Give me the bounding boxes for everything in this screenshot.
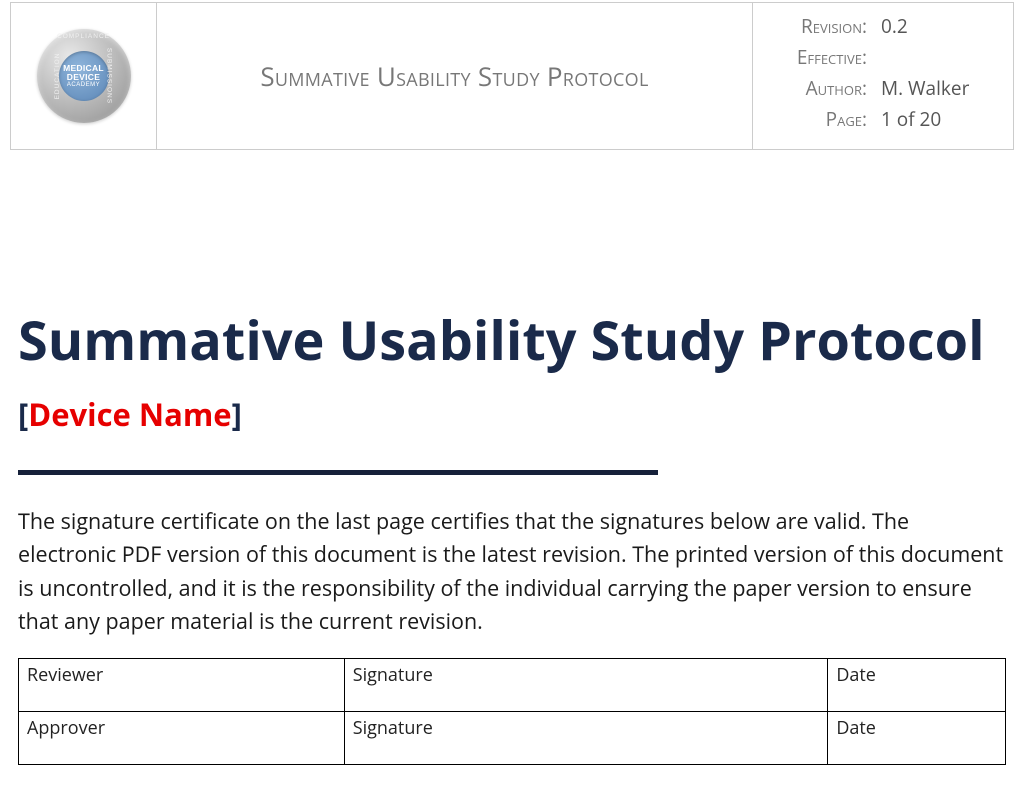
sig-date-cell: Date xyxy=(828,659,1006,712)
logo-center-text: MEDICAL DEVICE ACADEMY xyxy=(63,64,104,88)
meta-value-page: 1 of 20 xyxy=(881,106,941,132)
logo-cell: COMPLIANCE EDUCATION SUBMISSIONS MEDICAL… xyxy=(11,3,157,149)
sig-signature-cell: Signature xyxy=(344,712,828,765)
header-title-cell: Summative Usability Study Protocol xyxy=(157,3,753,149)
device-bracket-open: [ xyxy=(18,394,28,436)
meta-value-revision: 0.2 xyxy=(881,13,908,39)
certification-paragraph: The signature certificate on the last pa… xyxy=(18,505,1006,638)
logo-line2: DEVICE xyxy=(63,73,104,82)
logo-line3: ACADEMY xyxy=(63,82,104,88)
meta-row-author: Author: M. Walker xyxy=(761,75,999,101)
document-header: COMPLIANCE EDUCATION SUBMISSIONS MEDICAL… xyxy=(10,2,1014,150)
sig-signature-cell: Signature xyxy=(344,659,828,712)
header-title: Summative Usability Study Protocol xyxy=(260,58,648,94)
meta-label-author: Author: xyxy=(761,75,881,101)
device-bracket-close: ] xyxy=(232,394,242,436)
title-divider xyxy=(18,470,658,475)
signature-table: Reviewer Signature Date Approver Signatu… xyxy=(18,658,1006,765)
meta-label-effective: Effective: xyxy=(761,44,881,70)
mda-logo: COMPLIANCE EDUCATION SUBMISSIONS MEDICAL… xyxy=(37,29,131,123)
document-body: Summative Usability Study Protocol [Devi… xyxy=(0,308,1024,765)
meta-row-effective: Effective: xyxy=(761,44,999,70)
logo-ring-top: COMPLIANCE xyxy=(57,33,110,40)
meta-label-revision: Revision: xyxy=(761,13,881,39)
logo-ring-right: SUBMISSIONS xyxy=(106,48,113,104)
meta-label-page: Page: xyxy=(761,106,881,132)
main-title: Summative Usability Study Protocol xyxy=(18,308,1006,370)
device-name-line: [Device Name] xyxy=(18,394,1006,436)
logo-ring-left: EDUCATION xyxy=(53,53,60,100)
meta-row-revision: Revision: 0.2 xyxy=(761,13,999,39)
sig-date-cell: Date xyxy=(828,712,1006,765)
device-name-placeholder: Device Name xyxy=(28,394,231,436)
meta-value-author: M. Walker xyxy=(881,75,969,101)
sig-role-cell: Approver xyxy=(19,712,345,765)
table-row: Approver Signature Date xyxy=(19,712,1006,765)
meta-row-page: Page: 1 of 20 xyxy=(761,106,999,132)
table-row: Reviewer Signature Date xyxy=(19,659,1006,712)
header-meta: Revision: 0.2 Effective: Author: M. Walk… xyxy=(753,3,1013,149)
sig-role-cell: Reviewer xyxy=(19,659,345,712)
